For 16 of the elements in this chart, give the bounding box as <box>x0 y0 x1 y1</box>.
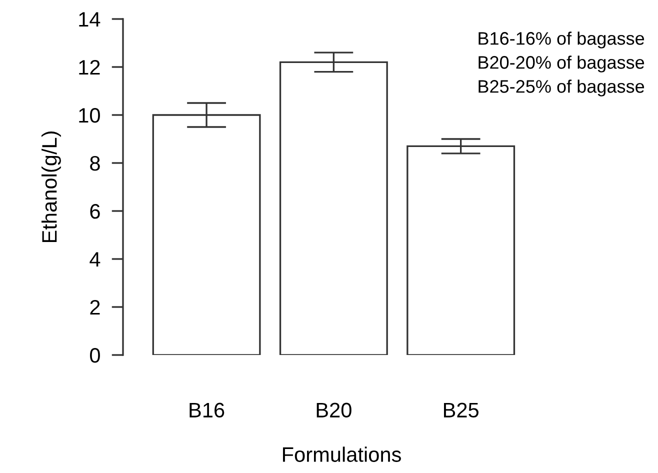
y-tick-label: 14 <box>79 12 100 27</box>
y-tick-label: 6 <box>90 204 100 219</box>
x-tick-label: B16 <box>190 402 224 418</box>
y-tick-label: 2 <box>90 300 100 315</box>
annotation: B16-16% of bagasse <box>478 32 644 48</box>
y-tick-label: 0 <box>90 348 100 363</box>
x-axis-title: Formulations <box>283 446 401 462</box>
x-tick-label: B25 <box>444 402 478 418</box>
y-tick-label: 8 <box>90 156 100 171</box>
annotation: B20-20% of bagasse <box>478 56 644 72</box>
annotation: B25-25% of bagasse <box>478 80 644 96</box>
y-axis-title: Ethanol(g/L) <box>42 132 61 242</box>
x-tick-label: B20 <box>316 402 352 418</box>
y-tick-label: 12 <box>79 60 100 75</box>
y-tick-label: 10 <box>79 108 100 123</box>
y-tick-label: 4 <box>90 252 100 267</box>
